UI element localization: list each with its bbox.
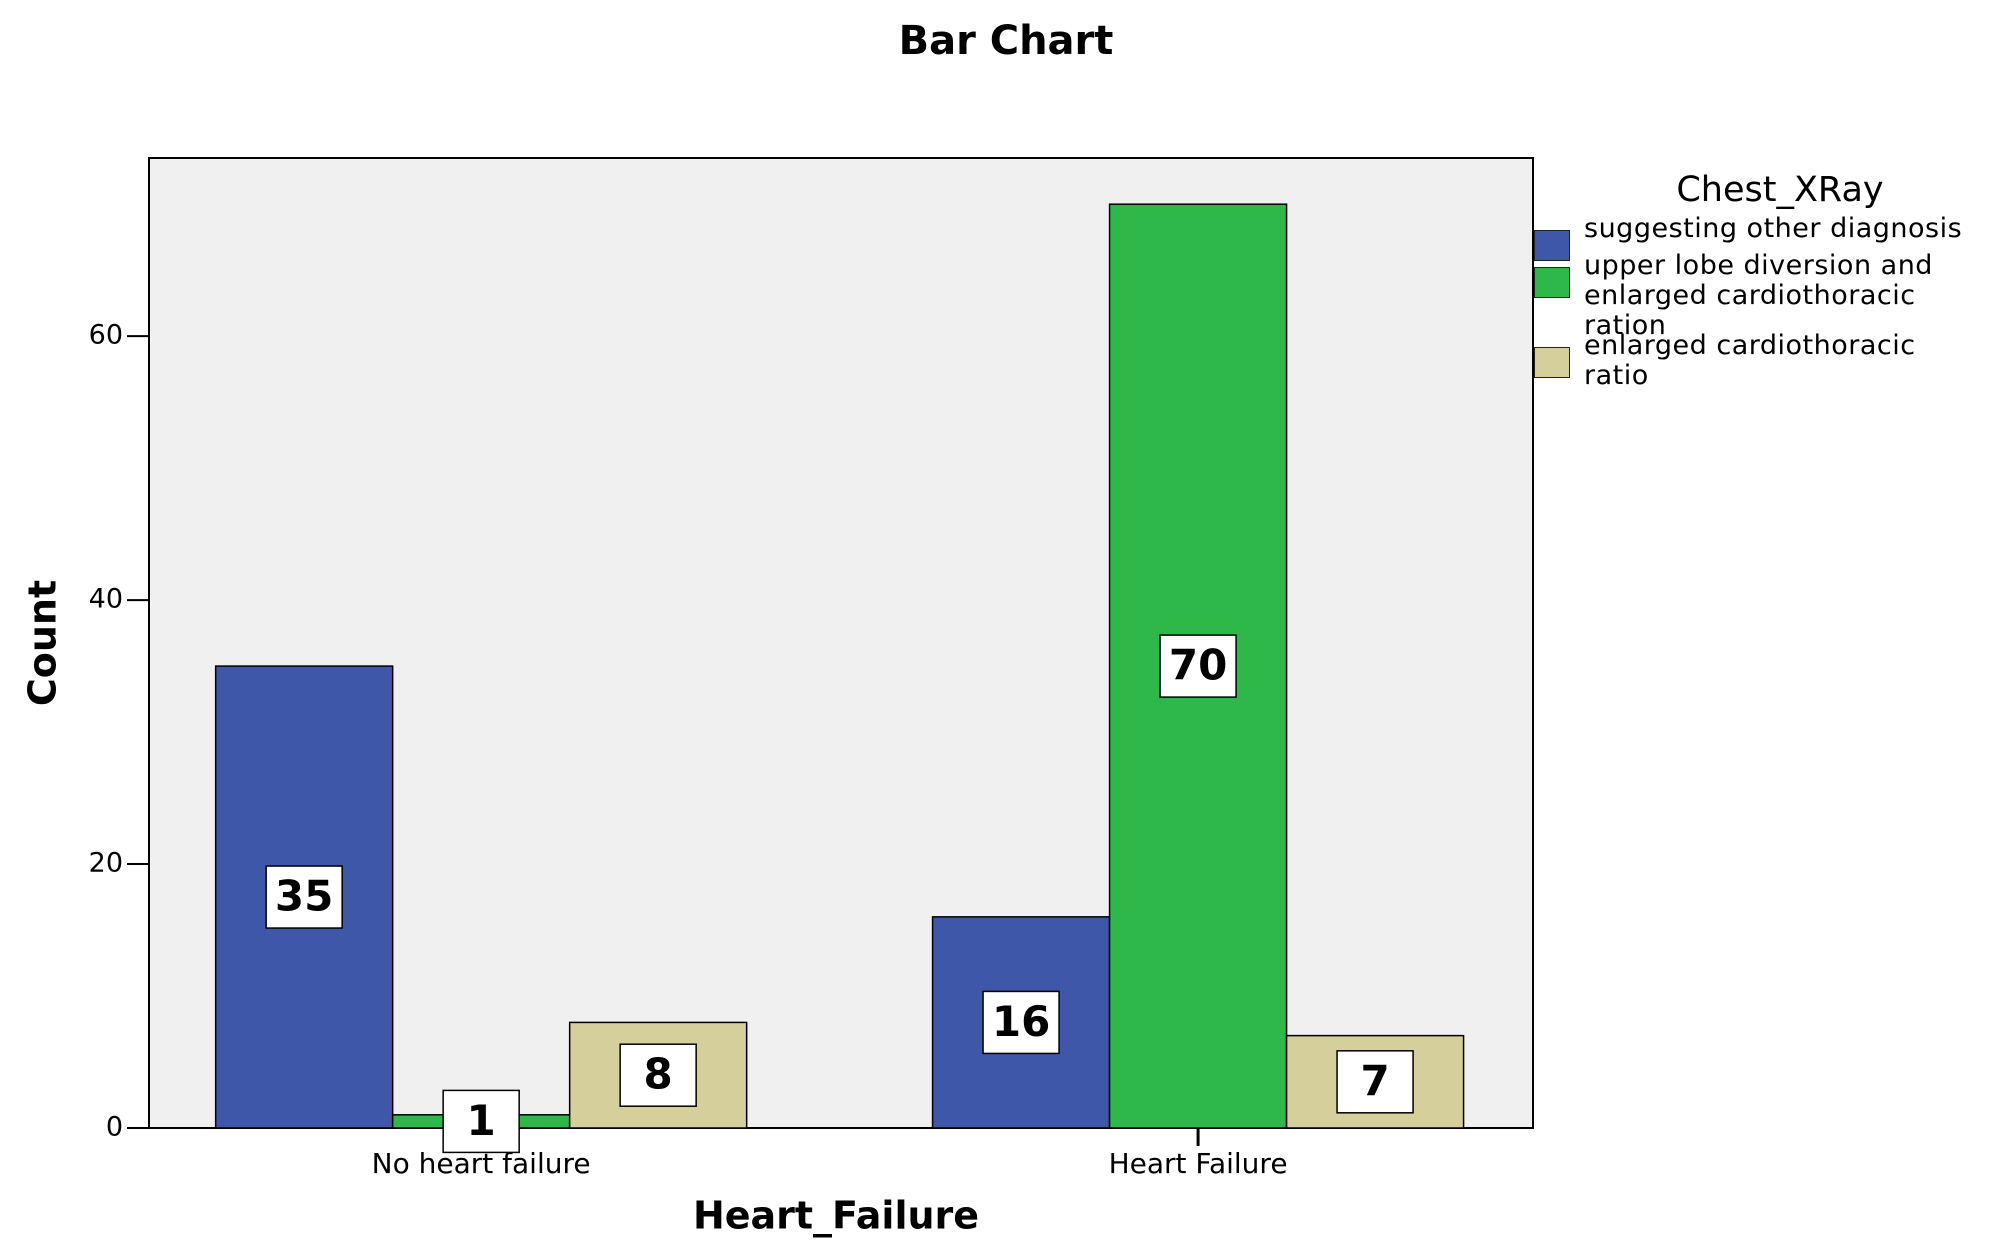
- data-label: 16: [982, 990, 1060, 1055]
- legend: suggesting other diagnosis upper lobe div…: [1534, 214, 1994, 397]
- data-label-text: 7: [1360, 1056, 1389, 1105]
- data-label: 35: [265, 865, 343, 929]
- x-tick-label: Heart Failure: [1109, 1147, 1288, 1180]
- data-label-box: [265, 865, 343, 929]
- data-label-box: [442, 1089, 520, 1154]
- chart-title: Bar Chart: [899, 18, 1114, 64]
- data-label-box: [1159, 634, 1237, 698]
- x-axis-label: Heart_Failure: [693, 1194, 979, 1238]
- data-label: 1: [442, 1089, 520, 1154]
- y-tick-label: 20: [89, 848, 123, 879]
- data-label: 8: [619, 1043, 697, 1107]
- legend-swatch: [1534, 267, 1570, 298]
- data-label-text: 35: [275, 872, 333, 921]
- legend-swatch: [1534, 230, 1570, 261]
- data-label: 7: [1336, 1050, 1414, 1114]
- legend-label: enlarged cardiothoracic ratio: [1584, 330, 1916, 391]
- legend-label: upper lobe diversion and enlarged cardio…: [1584, 250, 1933, 341]
- data-label: 70: [1159, 634, 1237, 698]
- legend-title: Chest_XRay: [1676, 170, 1883, 210]
- data-label-box: [982, 990, 1060, 1055]
- data-label-box: [619, 1043, 697, 1107]
- data-label-box: [1336, 1050, 1414, 1114]
- data-label-text: 8: [644, 1050, 673, 1099]
- legend-swatch: [1534, 347, 1570, 378]
- data-label-text: 1: [467, 1096, 496, 1145]
- data-label-text: 16: [992, 997, 1050, 1046]
- y-tick-label: 0: [106, 1112, 123, 1143]
- y-axis-label: Count: [21, 580, 65, 706]
- legend-item: upper lobe diversion and enlarged cardio…: [1534, 251, 1994, 341]
- y-tick-label: 40: [89, 584, 123, 615]
- data-label-text: 70: [1169, 641, 1227, 690]
- legend-label: suggesting other diagnosis: [1584, 213, 1963, 244]
- legend-item: suggesting other diagnosis: [1534, 214, 1994, 261]
- legend-item: enlarged cardiothoracic ratio: [1534, 331, 1994, 391]
- y-tick-label: 60: [89, 320, 123, 351]
